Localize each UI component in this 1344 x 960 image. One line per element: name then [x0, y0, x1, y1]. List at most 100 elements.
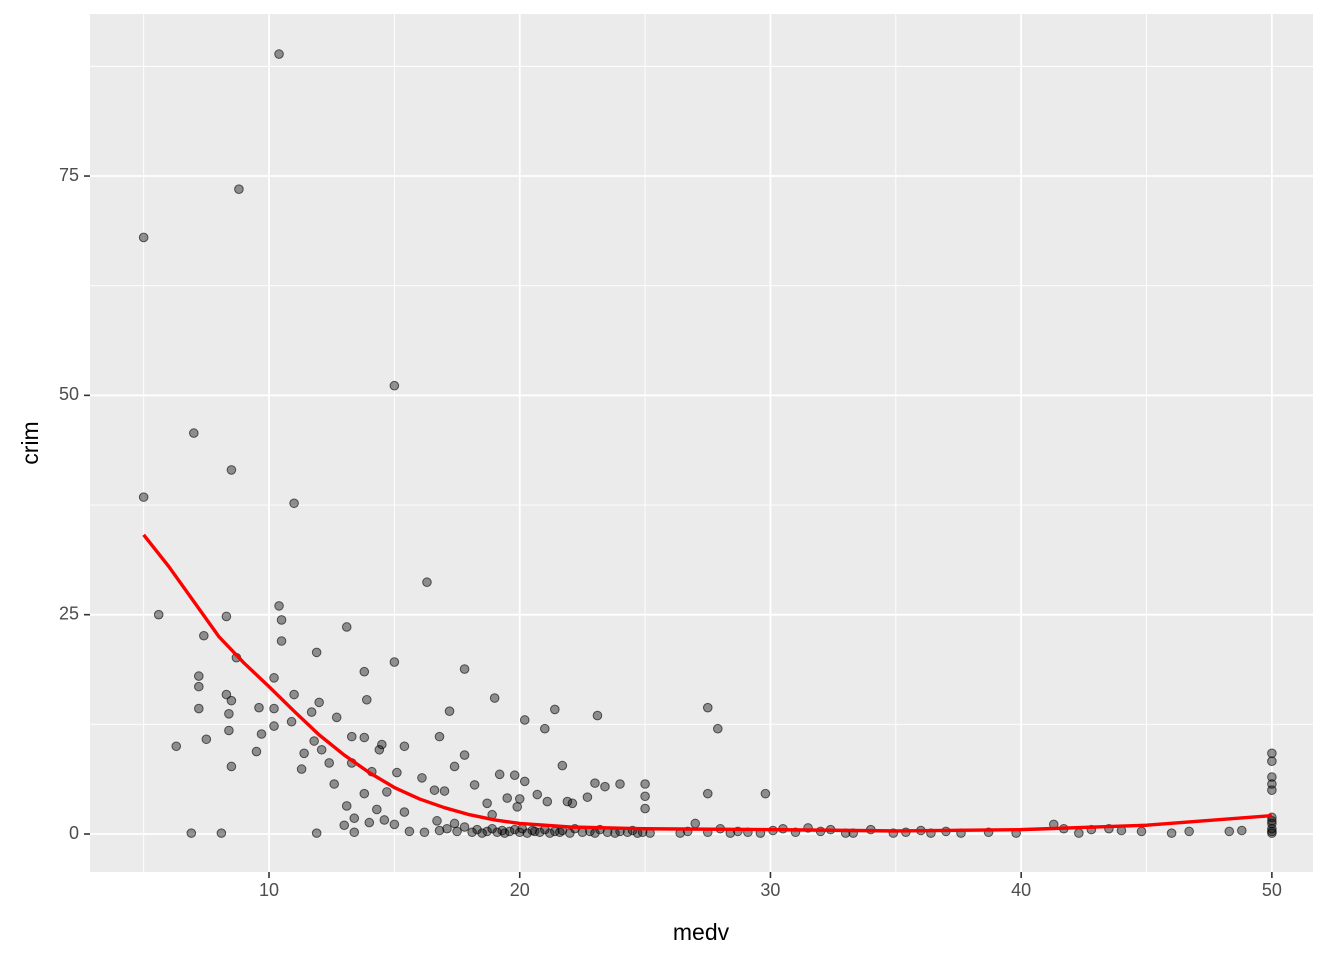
point [299, 748, 309, 759]
point [374, 744, 385, 755]
point [314, 697, 324, 708]
point [469, 780, 480, 790]
point [452, 826, 462, 837]
point [712, 723, 723, 734]
point [419, 827, 430, 838]
point [389, 819, 400, 830]
point [224, 709, 234, 719]
x-tick-label: 30 [760, 880, 780, 900]
point [444, 706, 455, 716]
point [1267, 818, 1277, 829]
point [592, 710, 603, 721]
point [1136, 826, 1147, 837]
x-tick-label: 20 [510, 880, 530, 900]
point [404, 826, 415, 837]
x-tick-label: 40 [1011, 880, 1031, 900]
point [519, 715, 530, 725]
point [331, 712, 342, 723]
point [640, 779, 650, 789]
point [359, 666, 370, 677]
point [1267, 785, 1277, 795]
point [311, 828, 322, 838]
point [449, 818, 460, 829]
point [1267, 828, 1277, 838]
point [199, 630, 209, 641]
point [341, 622, 352, 632]
point [760, 788, 771, 799]
y-axis-title: crim [17, 421, 43, 464]
point [509, 824, 520, 835]
point [477, 828, 487, 838]
point [226, 761, 237, 772]
x-tick-label: 50 [1262, 880, 1282, 900]
point [194, 671, 204, 681]
point [489, 693, 500, 703]
point [590, 778, 600, 788]
point [1074, 828, 1084, 838]
point [276, 615, 287, 625]
point [372, 804, 382, 815]
point [439, 786, 450, 796]
point [472, 824, 482, 835]
point [482, 798, 492, 809]
point [349, 827, 360, 838]
point [600, 781, 610, 792]
point [359, 788, 370, 799]
point [545, 828, 555, 838]
point [1184, 826, 1194, 837]
point [502, 793, 512, 803]
point [329, 779, 339, 789]
point [557, 760, 568, 771]
point [216, 828, 227, 838]
point [567, 798, 578, 809]
point [221, 689, 232, 700]
point [186, 828, 197, 838]
point [289, 689, 299, 700]
point [399, 807, 410, 817]
point [194, 681, 204, 692]
point [221, 611, 232, 622]
point [269, 673, 279, 683]
point [138, 232, 149, 243]
point [1236, 825, 1247, 836]
marks [138, 49, 1277, 838]
point [138, 492, 149, 502]
point [226, 695, 237, 706]
point [459, 822, 470, 832]
point [349, 813, 360, 824]
point [171, 741, 182, 752]
point [201, 734, 212, 745]
point [364, 817, 375, 828]
point [226, 465, 237, 475]
point [289, 498, 299, 509]
point [542, 796, 553, 807]
point [540, 723, 550, 734]
point [269, 721, 279, 731]
point [389, 657, 400, 667]
x-axis-title: medv [673, 919, 730, 945]
point [582, 792, 593, 802]
point [562, 796, 573, 807]
point [459, 664, 470, 674]
point [492, 827, 502, 838]
point [274, 601, 284, 611]
point [509, 770, 520, 781]
point [399, 741, 410, 752]
y-tick-label: 0 [69, 823, 79, 843]
panel [90, 14, 1313, 872]
point [487, 823, 497, 834]
point [482, 826, 492, 837]
smooth-line [142, 533, 1273, 833]
point [296, 764, 307, 774]
point [1267, 748, 1277, 759]
point [429, 785, 440, 795]
point [432, 816, 442, 826]
point [640, 803, 650, 814]
y-tick-label: 75 [59, 165, 79, 185]
point [194, 703, 204, 714]
point [512, 802, 523, 812]
point [534, 827, 545, 838]
point [504, 826, 515, 837]
point [382, 787, 392, 797]
point [550, 704, 560, 715]
